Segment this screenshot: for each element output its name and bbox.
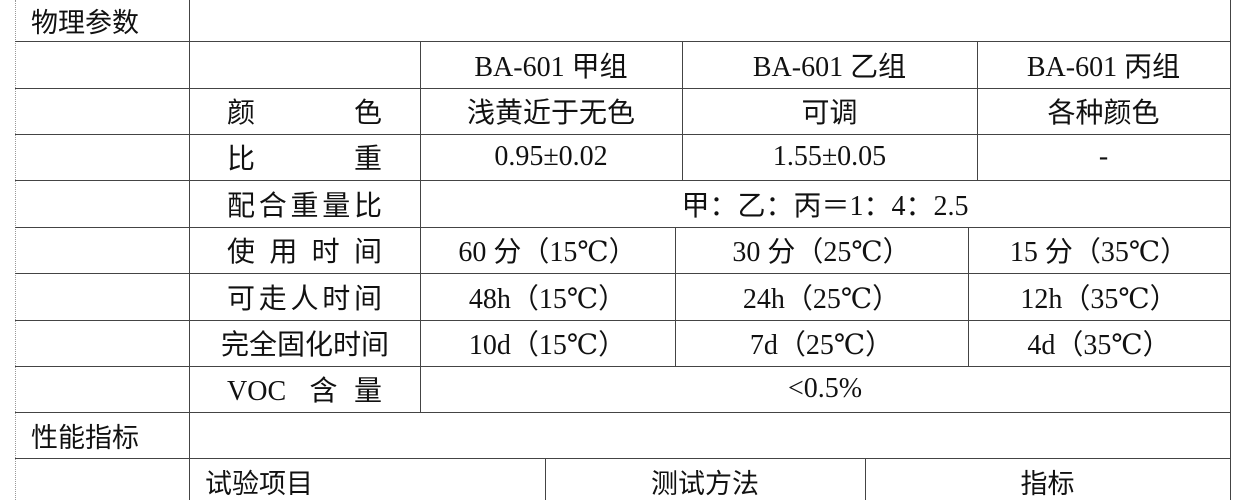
header-group-c: BA-601 丙组 <box>1026 51 1181 83</box>
cell: 甲：乙：丙＝1：4：2.5 <box>681 190 969 222</box>
cell: 48h（15℃） <box>468 283 627 315</box>
cell: <0.5% <box>787 373 863 404</box>
cell: 0.95±0.02 <box>494 141 608 172</box>
header-group-a: BA-601 甲组 <box>474 51 628 83</box>
left-border <box>15 0 16 500</box>
row-label-voc: VOC 含量 <box>227 376 382 407</box>
header-group-b: BA-601 乙组 <box>752 51 907 83</box>
row-label-full-cure: 完全固化时间 <box>221 330 390 361</box>
cell: 浅黄近于无色 <box>466 98 635 129</box>
row-label-color: 颜色 <box>227 98 382 129</box>
header-indicator: 指标 <box>1020 468 1075 500</box>
header-test-method: 测试方法 <box>651 468 759 500</box>
cell: 15 分（35℃） <box>1009 237 1189 268</box>
section-title-performance: 性能指标 <box>31 422 139 454</box>
cell: 24h（25℃） <box>742 283 901 315</box>
cell: 1.55±0.05 <box>772 141 887 172</box>
cell: 12h（35℃） <box>1020 283 1178 315</box>
cell: 60 分（15℃） <box>458 237 637 268</box>
cell: 10d（15℃） <box>468 330 627 361</box>
row-label-walkable-time: 可走人时间 <box>227 283 382 315</box>
row-label-mix-ratio: 配合重量比 <box>227 190 382 222</box>
row-label-density: 比重 <box>227 144 382 175</box>
cell: 4d（35℃） <box>1027 330 1171 361</box>
cell: 各种颜色 <box>1047 98 1160 129</box>
cell: - <box>1098 141 1109 172</box>
section-title-physical: 物理参数 <box>31 8 139 39</box>
header-test-item: 试验项目 <box>205 468 313 500</box>
cell: 7d（25℃） <box>749 330 894 361</box>
cell: 30 分（25℃） <box>732 237 911 268</box>
row-label-pot-life: 使用时间 <box>227 237 382 268</box>
cell: 可调 <box>801 98 858 129</box>
